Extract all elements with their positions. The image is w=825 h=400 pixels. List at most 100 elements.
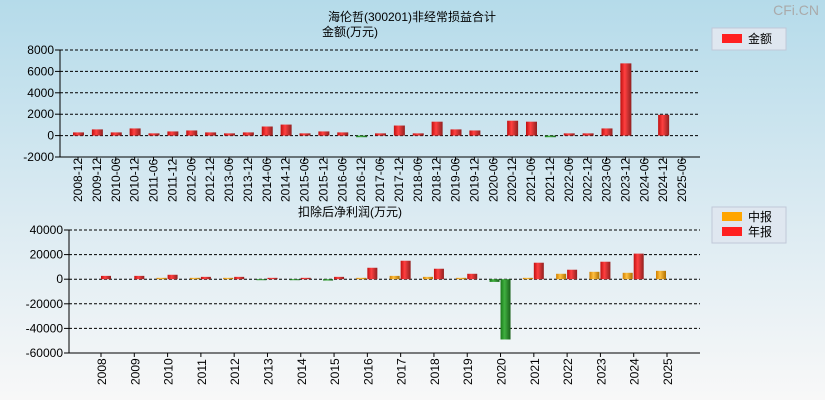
- x-tick-label: 2021: [528, 358, 542, 385]
- bar: [412, 133, 424, 136]
- bar-annual: [167, 274, 178, 280]
- legend-label: 金额: [748, 31, 772, 46]
- bar: [73, 132, 84, 136]
- legend-swatch: [722, 34, 742, 43]
- bar: [167, 131, 179, 136]
- bar: [91, 129, 103, 136]
- x-tick-label: 2008-12: [71, 158, 85, 202]
- bar-interim: [556, 273, 567, 280]
- x-tick-label: 2017-12: [392, 158, 406, 202]
- bar-interim: [622, 272, 633, 280]
- bar-interim: [223, 277, 234, 280]
- bar-interim: [422, 276, 433, 280]
- bar-annual: [134, 275, 145, 280]
- x-tick-label: 2012: [228, 358, 242, 385]
- bar: [299, 133, 311, 136]
- x-tick-label: 2018-12: [430, 158, 444, 202]
- y-tick-label: -20000: [26, 297, 64, 311]
- x-tick-label: 2012-12: [203, 158, 217, 202]
- bar: [356, 135, 368, 138]
- x-tick-label: 2022: [561, 358, 575, 385]
- bar-interim: [156, 277, 167, 280]
- bar: [393, 125, 405, 136]
- x-tick-label: 2021-06: [524, 158, 538, 202]
- bar-annual: [600, 261, 611, 280]
- legend-swatch-annual: [722, 227, 742, 236]
- y-tick-label: 2000: [27, 107, 54, 121]
- x-tick-label: 2015-12: [316, 158, 330, 202]
- bar: [469, 130, 481, 136]
- bar: [337, 132, 349, 136]
- y-tick-label: -2000: [23, 150, 54, 164]
- bar: [148, 133, 160, 136]
- x-tick-label: 2019-12: [467, 158, 481, 202]
- bar-interim: [522, 277, 533, 280]
- legend-label: 年报: [748, 224, 772, 239]
- bar-annual: [234, 276, 245, 280]
- y-tick-label: 0: [56, 272, 63, 286]
- bar-interim: [323, 279, 334, 281]
- x-tick-label: 2011-12: [165, 159, 179, 202]
- x-tick-label: 2019-06: [449, 158, 463, 202]
- bar: [658, 114, 670, 136]
- bar: [620, 63, 632, 136]
- bar: [582, 133, 594, 136]
- bar-interim: [656, 270, 666, 280]
- bar: [526, 121, 537, 136]
- x-tick-label: 2010: [162, 358, 176, 385]
- bar-annual: [433, 268, 444, 280]
- x-tick-label: 2016-12: [354, 158, 368, 202]
- bar: [544, 135, 556, 138]
- bar: [563, 133, 575, 136]
- x-tick-label: 2009-12: [90, 158, 104, 202]
- x-tick-label: 2015: [328, 358, 342, 385]
- bar-annual: [101, 275, 111, 280]
- x-tick-label: 2024-12: [656, 158, 670, 202]
- x-tick-label: 2025-06: [675, 158, 689, 202]
- y-tick-label: -40000: [26, 321, 64, 335]
- bar-interim: [189, 277, 200, 280]
- bar-annual: [200, 276, 211, 280]
- chart-title: 海伦哲(300201)非经常损益合计: [328, 9, 496, 24]
- bar-interim: [289, 279, 300, 281]
- x-tick-label: 2010-12: [128, 158, 142, 202]
- bar: [205, 132, 217, 136]
- x-tick-label: 2022-06: [562, 158, 576, 202]
- legend-swatch-interim: [722, 212, 742, 221]
- bar: [601, 128, 613, 136]
- bar-interim: [489, 279, 500, 282]
- x-tick-label: 2023-12: [618, 158, 632, 202]
- x-tick-label: 2014-06: [260, 158, 274, 202]
- x-tick-label: 2017-06: [373, 158, 387, 202]
- y-tick-label: 20000: [30, 248, 64, 262]
- x-tick-label: 2018: [428, 358, 442, 385]
- bar-annual: [267, 277, 278, 280]
- bar-annual: [500, 279, 511, 340]
- bar-interim: [456, 277, 467, 280]
- x-tick-label: 2008: [95, 358, 109, 385]
- y-tick-label: -60000: [26, 346, 64, 360]
- bar-interim: [256, 279, 267, 281]
- x-tick-label: 2020: [495, 358, 509, 385]
- x-tick-label: 2019: [461, 358, 475, 385]
- bar-annual: [533, 262, 544, 280]
- x-tick-label: 2015-06: [298, 158, 312, 202]
- bar-annual: [400, 260, 411, 280]
- x-tick-label: 2011-06: [147, 159, 161, 202]
- y-axis-label: 金额(万元): [322, 24, 378, 39]
- bar-annual: [467, 273, 478, 280]
- x-tick-label: 2009: [128, 358, 142, 385]
- legend-label: 中报: [748, 209, 772, 224]
- bar-annual: [633, 253, 644, 280]
- bar: [261, 126, 273, 136]
- y-tick-label: 6000: [27, 64, 54, 78]
- x-tick-label: 2023: [594, 358, 608, 385]
- x-tick-label: 2020-12: [505, 158, 519, 202]
- x-tick-label: 2014: [295, 358, 309, 385]
- bar: [242, 132, 254, 136]
- bar: [431, 121, 443, 136]
- y-tick-label: 4000: [27, 86, 54, 100]
- bar-annual: [334, 276, 345, 280]
- y-tick-label: 8000: [27, 43, 54, 57]
